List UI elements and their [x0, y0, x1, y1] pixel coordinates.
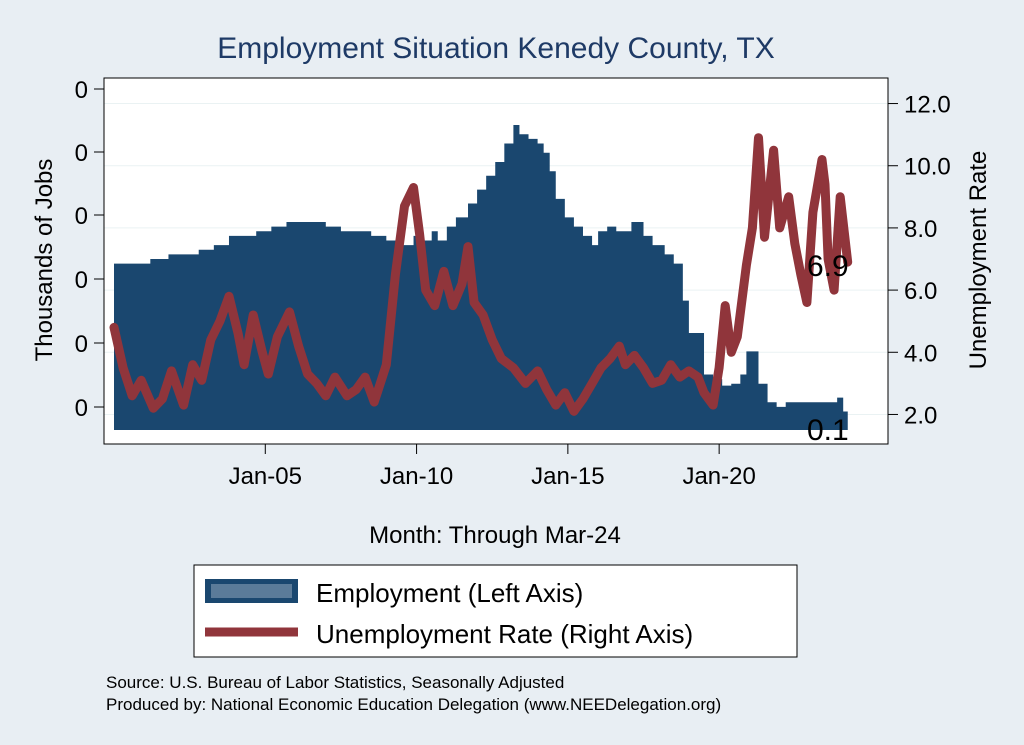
chart-title: Employment Situation Kenedy County, TX	[217, 32, 775, 65]
unemployment-line	[109, 133, 853, 416]
left-axis: 0 0 0 0 0 0	[75, 77, 105, 444]
right-tick-label: 2.0	[904, 402, 937, 429]
unemployment-end-label: 6.9	[807, 250, 849, 283]
right-tick-label: 4.0	[904, 340, 937, 367]
left-tick-label: 0	[75, 395, 88, 422]
legend: Employment (Left Axis) Unemployment Rate…	[193, 564, 798, 658]
left-axis-title: Thousands of Jobs	[31, 159, 58, 362]
x-tick-label: Jan-10	[380, 463, 453, 490]
x-tick-label: Jan-05	[229, 463, 302, 490]
employment-end-label: 0.1	[807, 414, 849, 447]
left-tick-label: 0	[75, 140, 88, 167]
x-axis-title: Month: Through Mar-24	[369, 522, 621, 549]
left-tick-label: 0	[75, 77, 88, 104]
x-tick-label: Jan-15	[531, 463, 604, 490]
legend-employment-label: Employment (Left Axis)	[316, 578, 583, 608]
x-tick-label: Jan-20	[682, 463, 755, 490]
left-tick-label: 0	[75, 331, 88, 358]
source-note: Source: U.S. Bureau of Labor Statistics,…	[106, 673, 564, 692]
right-tick-label: 6.0	[904, 278, 937, 305]
legend-unemployment-label: Unemployment Rate (Right Axis)	[316, 619, 693, 649]
left-tick-label: 0	[75, 203, 88, 230]
right-tick-label: 10.0	[904, 154, 951, 181]
right-axis-title: Unemployment Rate	[965, 151, 992, 370]
left-tick-label: 0	[75, 267, 88, 294]
legend-employment-swatch-inner	[211, 584, 292, 598]
right-tick-label: 8.0	[904, 216, 937, 243]
x-axis: Jan-05 Jan-10 Jan-15 Jan-20	[104, 443, 888, 490]
right-tick-label: 12.0	[904, 92, 951, 119]
right-axis: 2.0 4.0 6.0 8.0 10.0 12.0	[887, 78, 951, 444]
produced-by-note: Produced by: National Economic Education…	[106, 695, 721, 714]
